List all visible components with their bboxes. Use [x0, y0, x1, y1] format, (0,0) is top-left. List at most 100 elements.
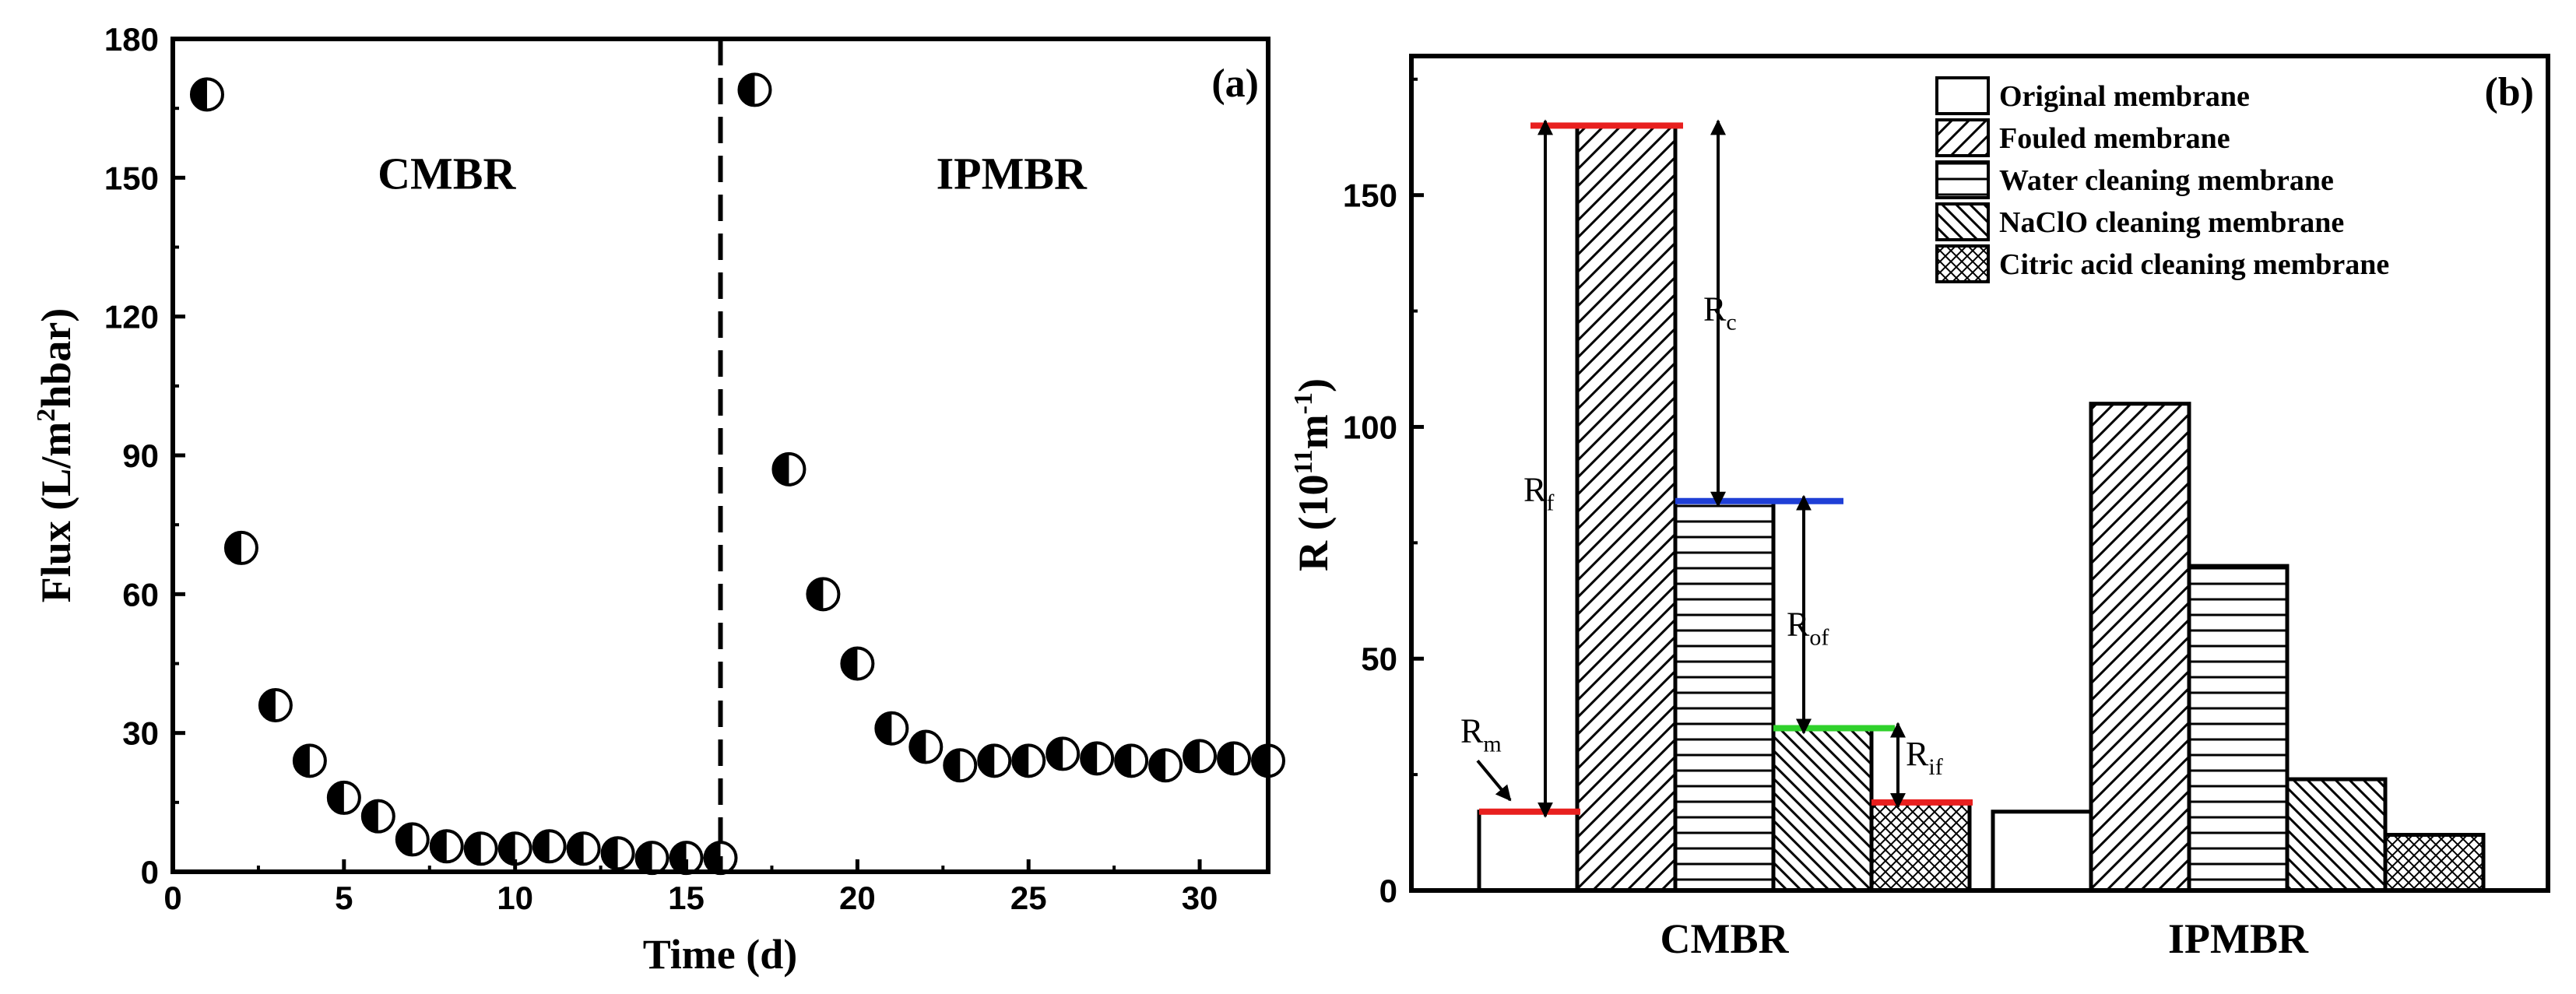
flux-point [566, 831, 601, 866]
resistance-legend: Original membrane Fouled membrane Water cl… [1935, 76, 2389, 283]
panel-label-a: (a) [1211, 61, 1259, 106]
flux-point [463, 831, 498, 866]
flux-x-axis-label: Time (d) [643, 931, 798, 978]
resistance-bars [1477, 123, 2486, 893]
flux-point [806, 577, 841, 612]
resistance-chart: 0 50 100 150 CMBR IPMBR Original membrane Fou… [1289, 54, 2550, 962]
resistance-label-rof: Rof [1787, 605, 1829, 650]
legend-label: Fouled membrane [1999, 122, 2230, 155]
bar-diag-down [2285, 777, 2388, 893]
flux-point [943, 748, 978, 783]
y-tick-label: 0 [141, 854, 159, 890]
flux-point [395, 822, 430, 857]
x-tick-label: 0 [163, 880, 181, 916]
y-tick-label: 150 [104, 160, 159, 196]
resistance-arrows [1476, 119, 1906, 818]
panel-label-b: (b) [2484, 70, 2534, 114]
legend-entry: Water cleaning membrane [1935, 160, 2334, 199]
flux-y-ticks: 0 30 60 90 120 150 180 [104, 21, 185, 890]
resistance-label-rif: Rif [1906, 735, 1943, 780]
x-tick-label: 20 [839, 880, 876, 916]
flux-point [292, 743, 327, 778]
category-label: IPMBR [2168, 915, 2309, 962]
reactor-label: CMBR [378, 148, 516, 198]
flux-point [532, 829, 567, 864]
y-tick-label: 150 [1343, 177, 1397, 214]
flux-point [1080, 741, 1115, 776]
resistance-label-rc: Rc [1703, 290, 1737, 335]
flux-point [1046, 736, 1081, 771]
bar-diag-down [1771, 726, 1874, 893]
flux-point [429, 829, 464, 864]
flux-point [840, 646, 875, 681]
resistance-label-rm: Rm [1460, 711, 1502, 757]
resistance-y-ticks: 0 50 100 150 [1343, 77, 1424, 909]
flux-point [669, 841, 704, 876]
x-tick-label: 15 [668, 880, 705, 916]
y-tick-label: 60 [122, 576, 159, 613]
bar-horizontal [2187, 564, 2290, 893]
y-tick-label: 30 [122, 715, 159, 752]
y-tick-label: 100 [1343, 409, 1397, 445]
flux-point [977, 743, 1012, 778]
x-tick-label: 5 [335, 880, 353, 916]
flux-y-label-sup: 2 [32, 409, 61, 422]
legend-entry: Fouled membrane [1935, 118, 2230, 157]
flux-point [1011, 743, 1046, 778]
bar-crosshatch [2383, 833, 2486, 893]
bar-horizontal [1673, 499, 1776, 893]
legend-entry: Original membrane [1935, 76, 2250, 115]
resistance-symbol-labels: Rm Rf Rc Rof Rif [1460, 290, 1943, 780]
flux-point [634, 841, 669, 876]
resistance-y-axis-label: R (1011m-1) [1289, 378, 1337, 571]
flux-point [1148, 748, 1183, 783]
flux-y-axis-label: Flux (L/m2hbar) [32, 308, 79, 603]
flux-point [258, 688, 293, 722]
x-tick-label: 25 [1010, 880, 1047, 916]
res-y-label-sup1: 11 [1289, 449, 1318, 474]
flux-point [326, 780, 361, 815]
y-tick-label: 0 [1379, 873, 1397, 909]
bar-crosshatch [1869, 800, 1972, 893]
flux-point [874, 711, 909, 746]
x-tick-label: 10 [497, 880, 533, 916]
arrow-rm [1476, 759, 1512, 802]
res-y-label-main: R (10 [1290, 474, 1337, 571]
resistance-label-rf: Rf [1523, 471, 1554, 516]
flux-point [360, 799, 395, 834]
y-tick-label: 120 [104, 299, 159, 335]
flux-point [497, 831, 532, 866]
res-y-label-sup2: -1 [1289, 392, 1318, 414]
legend-entry: NaClO cleaning membrane [1935, 202, 2344, 241]
flux-point [908, 729, 944, 764]
flux-point [1114, 743, 1149, 778]
bar-diag-up [1575, 123, 1678, 893]
flux-y-label-tail: hbar) [33, 308, 79, 409]
res-y-label-mid: m [1290, 414, 1337, 449]
legend-label: Citric acid cleaning membrane [1999, 248, 2389, 281]
res-y-label-tail: ) [1290, 378, 1337, 392]
legend-entry: Citric acid cleaning membrane [1935, 244, 2389, 283]
category-label: CMBR [1661, 915, 1790, 962]
y-tick-label: 90 [122, 437, 159, 474]
y-tick-label: 180 [104, 21, 159, 58]
legend-label: Original membrane [1999, 80, 2250, 113]
resistance-level-lines [1479, 122, 1973, 815]
flux-point [189, 77, 224, 112]
flux-points [189, 72, 1285, 876]
x-tick-label: 30 [1182, 880, 1218, 916]
bar-none [1991, 810, 2093, 893]
flux-point [223, 530, 258, 565]
flux-point [771, 451, 807, 486]
flux-y-label-main: Flux (L/m [33, 422, 79, 603]
resistance-plot-frame [1409, 54, 2550, 893]
flux-annotations: CMBR IPMBR [378, 148, 1088, 198]
resistance-categories: CMBR IPMBR [1661, 915, 2309, 962]
flux-x-ticks: 0 5 10 15 20 25 30 [163, 859, 1218, 916]
y-tick-label: 50 [1361, 641, 1397, 677]
bar-none [1477, 810, 1580, 893]
legend-label: NaClO cleaning membrane [1999, 206, 2344, 239]
legend-label: Water cleaning membrane [1999, 164, 2334, 197]
